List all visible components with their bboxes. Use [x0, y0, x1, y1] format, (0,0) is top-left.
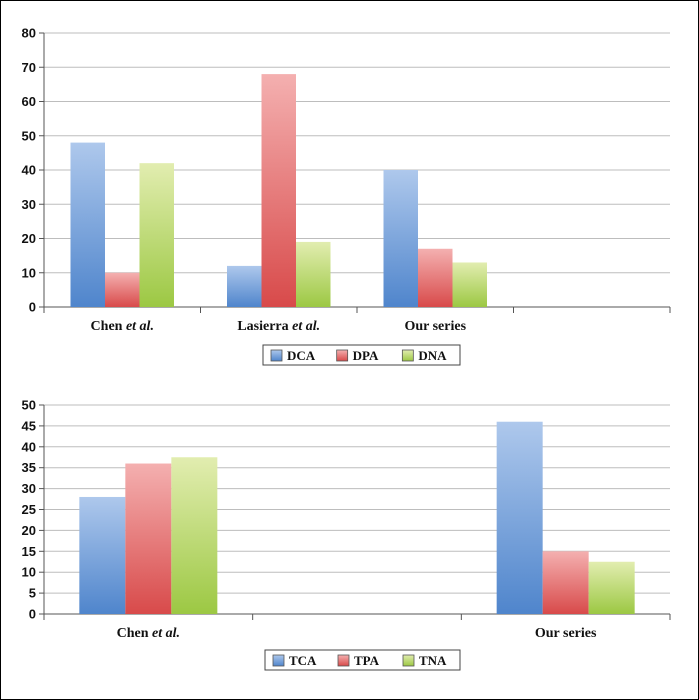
bar-tna-our-series	[588, 561, 635, 614]
legend-swatch-tpa	[337, 654, 350, 667]
bar-dna-chen-et-al	[139, 163, 174, 307]
legend-swatch-tca	[272, 654, 285, 667]
y-tick-label: 15	[22, 544, 36, 559]
y-tick-label: 40	[22, 163, 36, 178]
legend-swatch-dca	[270, 349, 283, 362]
y-tick-label: 70	[22, 60, 36, 75]
bar-tna-chen-et-al	[171, 457, 218, 614]
category-label-our-series: Our series	[404, 319, 466, 334]
bar-tca-our-series	[496, 421, 543, 614]
bar-dca-lasierra-et-al	[227, 265, 262, 307]
y-tick-label: 60	[22, 94, 36, 109]
y-tick-label: 0	[29, 607, 36, 622]
legend-label-dca: DCA	[287, 348, 316, 363]
bar-dna-lasierra-et-al	[296, 241, 331, 307]
category-label-our-series: Our series	[535, 626, 597, 641]
chart-bottom: 0 5 10 15 20 25 30 35 40 45 50 Chen et al. Our serie…	[22, 398, 671, 671]
category-label-lasierra-et-al: Lasierra et al.	[237, 319, 320, 334]
bar-dna-our-series	[452, 262, 487, 307]
y-tick-label: 45	[22, 418, 36, 433]
legend-label-dna: DNA	[418, 348, 447, 363]
bar-dpa-our-series	[418, 248, 453, 307]
bar-tpa-chen-et-al	[125, 463, 172, 614]
y-tick-label: 10	[22, 265, 36, 280]
y-tick-label: 35	[22, 460, 36, 475]
bar-dca-our-series	[383, 170, 418, 307]
legend-label-dpa: DPA	[353, 348, 379, 363]
legend-swatch-dna	[401, 349, 414, 362]
category-label-chen-et-al: Chen et al.	[91, 319, 154, 334]
y-tick-label: 30	[22, 481, 36, 496]
y-tick-label: 50	[22, 398, 36, 413]
legend-label-tca: TCA	[289, 653, 317, 668]
y-tick-label: 40	[22, 439, 36, 454]
legend-swatch-dpa	[336, 349, 349, 362]
y-tick-label: 50	[22, 128, 36, 143]
y-tick-label: 20	[22, 523, 36, 538]
y-tick-label: 30	[22, 197, 36, 212]
category-label-chen-et-al: Chen et al.	[117, 626, 180, 641]
bar-tpa-our-series	[542, 551, 589, 614]
bar-dca-chen-et-al	[70, 142, 105, 307]
legend-swatch-tna	[402, 654, 415, 667]
y-tick-label: 80	[22, 26, 36, 41]
y-tick-label: 0	[29, 300, 36, 315]
y-tick-label: 10	[22, 565, 36, 580]
bar-dpa-lasierra-et-al	[261, 74, 296, 307]
y-tick-label: 20	[22, 231, 36, 246]
bar-tca-chen-et-al	[79, 496, 126, 614]
legend-label-tpa: TPA	[354, 653, 380, 668]
legend-label-tna: TNA	[419, 653, 447, 668]
y-tick-label: 5	[29, 586, 36, 601]
bar-dpa-chen-et-al	[105, 272, 140, 307]
chart-top: 0 10 20 30 40 50 60 70 80 Chen et al. Lasierra et …	[22, 26, 671, 366]
y-tick-label: 25	[22, 502, 36, 517]
